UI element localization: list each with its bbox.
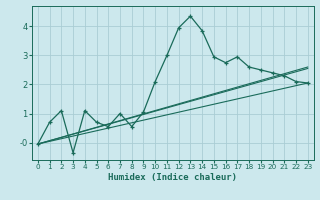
X-axis label: Humidex (Indice chaleur): Humidex (Indice chaleur)	[108, 173, 237, 182]
